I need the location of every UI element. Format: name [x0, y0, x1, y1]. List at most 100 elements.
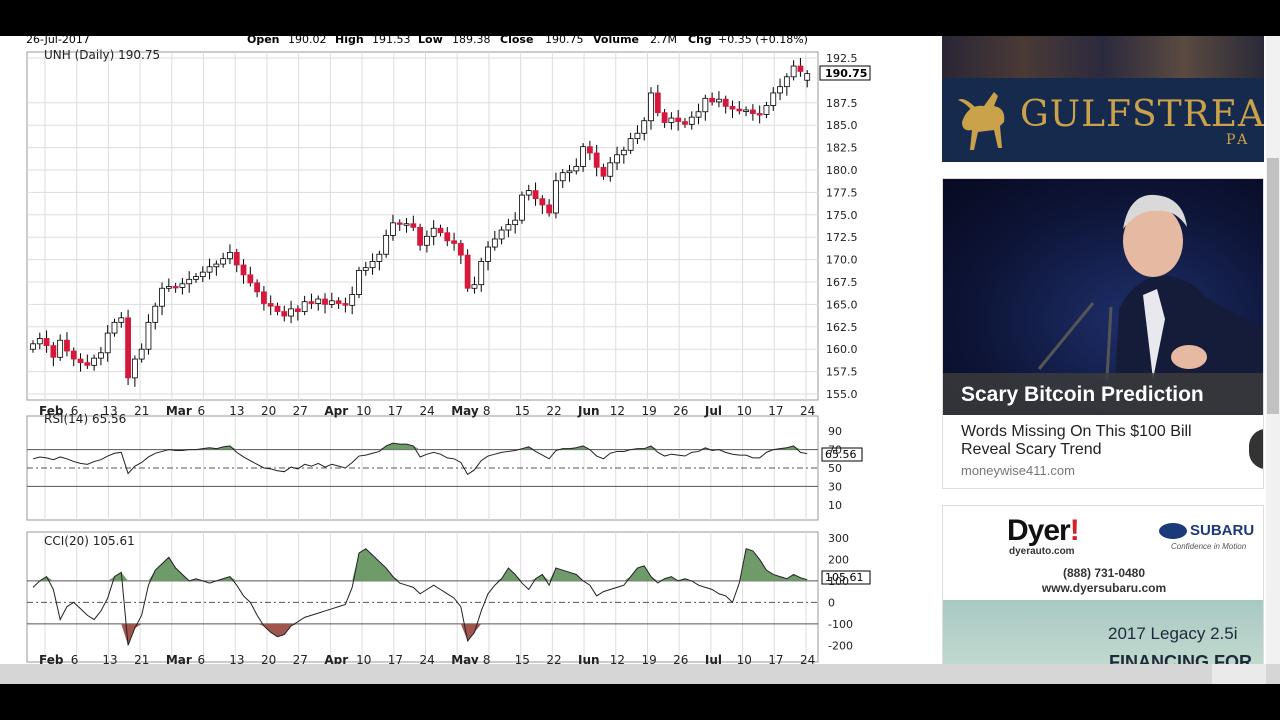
dealer-phone[interactable]: (888) 731-0480 [1062, 566, 1146, 580]
rsi-overbought-fill [33, 443, 808, 450]
candle-body [213, 263, 220, 268]
candle-body [553, 180, 559, 214]
price-y-tick-label: 157.5 [826, 366, 858, 379]
ad-headline[interactable]: Scary Bitcoin Prediction [961, 383, 1204, 406]
x-tick-label: 10 [356, 404, 371, 418]
candle-body [403, 223, 410, 226]
rsi-y-tick-label: 30 [828, 480, 842, 493]
candle-body [118, 317, 125, 323]
car-model: 2017 Legacy 2.5i [1108, 624, 1238, 643]
x-tick-label-bottom: Jul [704, 653, 722, 664]
dyer-subaru-ad[interactable]: Dyer! dyerauto.com SUBARU Confidence in … [942, 505, 1264, 684]
x-tick-label-bottom: 19 [641, 653, 656, 664]
candle-body [57, 339, 64, 358]
dealer-website[interactable]: www.dyersubaru.com [1041, 581, 1167, 595]
price-y-tick-label: 167.5 [826, 276, 858, 289]
candle-body [546, 204, 553, 214]
x-tick-label-bottom: 22 [546, 653, 561, 664]
cci-panel-frame [26, 531, 819, 663]
candle-body [77, 358, 84, 364]
candle-body [464, 254, 471, 289]
x-tick-label: 17 [768, 404, 783, 418]
x-tick-label-bottom: Mar [166, 653, 192, 664]
x-tick-label: 10 [737, 404, 752, 418]
x-tick-label: 21 [134, 404, 149, 418]
candle-body [322, 298, 328, 305]
x-tick-label-bottom: Jun [577, 653, 600, 664]
price-y-tick-label: 192.5 [826, 52, 858, 65]
x-tick-label: 24 [420, 404, 435, 418]
x-tick-label: 15 [515, 404, 530, 418]
x-tick-label-bottom: 8 [483, 653, 491, 664]
price-y-tick-label: 162.5 [826, 321, 858, 334]
candle-body [84, 362, 91, 366]
candle-body [98, 352, 104, 359]
candle-body [702, 97, 709, 113]
candle-body [281, 311, 288, 317]
gulfstream-ad[interactable]: GULFSTREAM PA [942, 36, 1264, 162]
next-arrow-button[interactable] [1249, 429, 1263, 469]
candle-body [532, 190, 539, 200]
candle-body [356, 269, 362, 295]
ad-description[interactable]: Words Missing On This $100 Bill Reveal S… [961, 423, 1192, 458]
x-tick-label-bottom: 20 [261, 653, 276, 664]
candle-body [519, 194, 525, 221]
candle-body [756, 113, 763, 116]
candle-body [770, 92, 777, 106]
candle-body [491, 238, 498, 248]
candle-body [342, 303, 349, 306]
header-volume-label: Volume [593, 36, 639, 46]
candle-body [430, 227, 437, 237]
x-tick-label: 12 [610, 404, 625, 418]
candle-body [186, 278, 193, 285]
candle-body [695, 111, 702, 118]
candle-body [423, 235, 430, 246]
candle-body [36, 338, 43, 345]
x-tick-label-bottom: 6 [198, 653, 206, 664]
cci-y-tick-label: 300 [828, 532, 849, 545]
header-date: 26-Jul-2017 [26, 36, 90, 46]
x-tick-label: 19 [641, 404, 656, 418]
horizontal-scrollbar-thumb[interactable] [1212, 664, 1266, 684]
x-tick-label-bottom: 13 [229, 653, 244, 664]
candle-body [525, 190, 532, 196]
candle-body [648, 92, 654, 122]
candle-body [614, 154, 620, 164]
price-y-tick-label: 170.0 [826, 254, 858, 267]
headline-overlay [943, 373, 1263, 415]
candle-body [722, 98, 729, 107]
candle-body [254, 282, 261, 293]
price-last-value-box [819, 65, 871, 81]
chart-marks [30, 58, 811, 646]
x-tick-label: 8 [483, 404, 491, 418]
x-tick-label: 27 [293, 404, 308, 418]
chart-header: 26-Jul-2017 Open 190.02 High 191.53 Low … [26, 36, 808, 46]
candle-body [627, 138, 634, 151]
price-y-tick-label: 177.5 [826, 186, 858, 199]
candle-body [152, 305, 159, 323]
header-low: 189.38 [452, 36, 491, 46]
rsi-last-value-box [821, 447, 863, 462]
candle-body [138, 348, 145, 360]
candle-body [797, 65, 804, 72]
horizontal-scrollbar[interactable] [0, 664, 1280, 684]
rsi-y-tick-label: 70 [828, 444, 842, 457]
candle-body [125, 317, 131, 379]
candle-body [91, 357, 98, 366]
x-tick-label: 20 [261, 404, 276, 418]
candle-body [586, 146, 593, 154]
candle-body [641, 120, 648, 134]
vertical-scrollbar-thumb[interactable] [1267, 158, 1279, 414]
x-tick-label-bottom: 21 [134, 653, 149, 664]
x-tick-label: 13 [229, 404, 244, 418]
price-y-tick-label: 172.5 [826, 231, 858, 244]
candle-body [437, 227, 444, 234]
header-close-label: Close [500, 36, 533, 46]
header-high-label: High [335, 36, 364, 46]
candle-body [804, 73, 811, 81]
candle-body [478, 260, 485, 286]
candle-body [64, 339, 70, 352]
rsi-y-tick-label: 50 [828, 462, 842, 475]
x-tick-label: May [451, 404, 479, 418]
bitcoin-ad[interactable]: Scary Bitcoin Prediction Words Missing O… [942, 178, 1264, 489]
